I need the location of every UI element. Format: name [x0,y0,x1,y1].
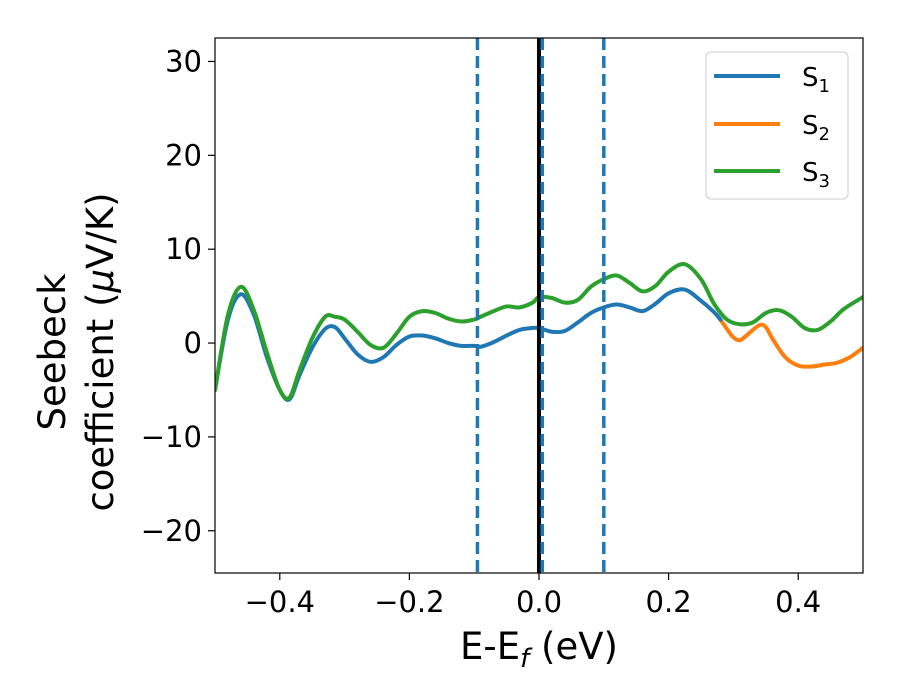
x-axis-title: E-Ef (eV) [460,625,618,674]
legend-label-s1: S1 [802,63,830,97]
x-axis-ticks: −0.4 −0.2 0.0 0.2 0.4 [245,573,821,619]
series-line-s3 [215,262,863,401]
x-tick-label: 0.0 [516,585,562,619]
y-axis-ticks: −20 −10 0 10 20 30 [141,44,215,548]
legend-label-s2-name: S [802,111,819,141]
y-axis-title-line2: coefficient (μV/K) [79,192,122,511]
y-tick-label: 20 [165,138,202,172]
y-tick-label: 0 [184,326,202,360]
x-tick-label: 0.4 [775,585,821,619]
y-axis-title-line2-prefix: coefficient ( [79,292,122,511]
y-axis-title-line1: Seebeck [31,273,74,431]
legend: S1 S2 S3 [705,51,849,200]
legend-label-s2-sub: 2 [819,124,830,145]
legend-label-s2: S2 [802,111,830,145]
legend-label-s3-name: S [802,158,819,188]
y-tick-label: −10 [141,420,202,454]
y-axis-title-line2-suffix: V/K) [79,192,122,268]
y-tick-label: 10 [165,232,202,266]
y-tick-label: −20 [141,514,202,548]
x-tick-label: −0.2 [374,585,444,619]
x-axis-title-main: E-E [460,625,520,668]
series-layer [215,262,863,402]
y-axis-title: Seebeck coefficient (μV/K) [31,192,122,511]
reference-lines [475,38,606,573]
legend-label-s1-sub: 1 [819,76,830,97]
x-axis-title-tail: (eV) [529,625,618,668]
series-line-s1 [215,287,723,402]
x-tick-label: 0.2 [646,585,692,619]
y-tick-label: 30 [165,44,202,78]
y-axis-title-mu: μ [79,269,122,294]
legend-label-s3-sub: 3 [819,171,830,192]
x-tick-label: −0.4 [245,585,315,619]
legend-label-s1-name: S [802,63,819,93]
series-line-s2 [718,317,863,369]
legend-label-s3: S3 [802,158,830,192]
